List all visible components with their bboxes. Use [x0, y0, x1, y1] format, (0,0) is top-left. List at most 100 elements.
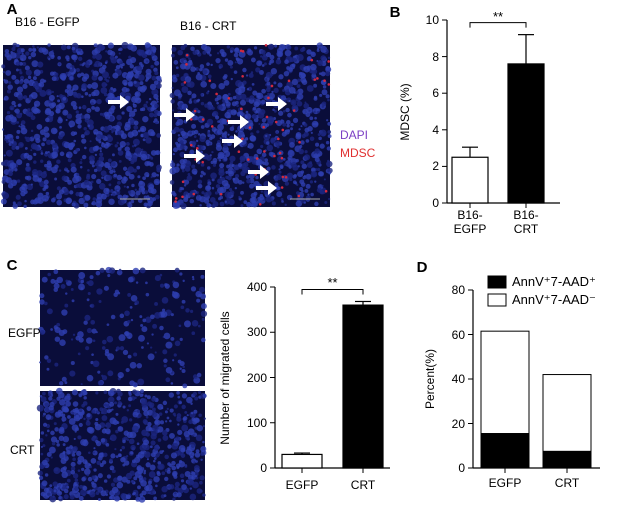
- cell: [137, 175, 141, 179]
- cell: [38, 47, 44, 53]
- cell: [96, 165, 103, 172]
- cell: [28, 47, 33, 52]
- cell: [171, 190, 176, 196]
- cell: [197, 390, 202, 395]
- cell: [171, 291, 179, 298]
- cell: [246, 119, 253, 126]
- cell: [123, 185, 126, 188]
- cell: [23, 204, 27, 209]
- cell: [286, 66, 290, 70]
- cell: [116, 396, 121, 401]
- cell: [18, 103, 22, 107]
- cell: [97, 380, 103, 386]
- cell: [173, 414, 177, 417]
- cell: [139, 81, 144, 86]
- cell: [176, 492, 182, 498]
- cell: [157, 438, 162, 442]
- cell: [56, 193, 63, 200]
- cell: [6, 89, 11, 94]
- cell: [86, 327, 93, 334]
- cell: [276, 131, 279, 134]
- cell: [149, 404, 154, 409]
- cell: [36, 109, 41, 114]
- cell: [171, 442, 179, 450]
- cell: [202, 393, 207, 398]
- cell: [248, 172, 255, 180]
- cell: [70, 131, 76, 137]
- cell: [43, 179, 49, 185]
- cell: [149, 112, 155, 118]
- cell: [70, 67, 73, 70]
- cell: [219, 162, 225, 169]
- cell: [226, 116, 229, 119]
- cell: [84, 146, 87, 150]
- cell: [24, 152, 28, 157]
- cell: [230, 50, 233, 53]
- cell: [128, 418, 133, 422]
- cell: [80, 115, 85, 119]
- cell: [180, 479, 185, 483]
- cell: [177, 423, 180, 426]
- cell: [141, 191, 146, 195]
- cell: [102, 339, 107, 345]
- cell: [77, 435, 82, 440]
- cell: [9, 105, 15, 111]
- cell: [89, 275, 94, 280]
- cell: [153, 109, 159, 115]
- cell: [153, 457, 157, 460]
- cell: [155, 150, 161, 156]
- cell: [246, 87, 250, 91]
- cell: [228, 170, 234, 177]
- cell: [93, 168, 98, 173]
- cell: [146, 342, 150, 345]
- cell: [195, 434, 203, 442]
- cell: [59, 426, 65, 432]
- cell: [199, 196, 206, 203]
- cell: [91, 91, 96, 97]
- cell: [25, 162, 30, 167]
- cell: [173, 353, 177, 357]
- cell: [184, 76, 192, 83]
- cell: [84, 194, 91, 201]
- cell: [117, 150, 124, 156]
- cell: [115, 412, 119, 416]
- cell: [150, 440, 156, 446]
- cell: [45, 414, 52, 421]
- cell: [0, 198, 7, 205]
- cell: [246, 201, 252, 208]
- cell: [97, 370, 101, 374]
- cell: [81, 154, 87, 160]
- cell: [228, 163, 234, 169]
- cell: [153, 459, 156, 463]
- cell: [181, 368, 186, 374]
- cell: [125, 152, 132, 160]
- cell: [173, 147, 178, 153]
- cell: [202, 440, 205, 444]
- cell: [56, 199, 63, 206]
- cell: [85, 420, 91, 426]
- cell: [81, 83, 88, 90]
- cell: [134, 194, 139, 199]
- cell: [116, 141, 119, 145]
- cell: [147, 480, 152, 485]
- y-tick-label: 6: [432, 86, 439, 101]
- cell: [229, 155, 236, 162]
- cell: [317, 60, 324, 67]
- cell: [266, 74, 270, 78]
- panel-letter: A: [6, 1, 18, 18]
- cell: [61, 413, 66, 418]
- cell: [139, 393, 144, 398]
- cell: [95, 418, 99, 422]
- cell: [327, 122, 332, 126]
- cell: [80, 134, 85, 139]
- cell: [285, 120, 291, 125]
- cell: [68, 120, 76, 128]
- cell: [69, 370, 76, 377]
- cell: [87, 476, 93, 482]
- cell: [180, 202, 187, 210]
- cell: [117, 194, 123, 200]
- cell: [218, 197, 222, 201]
- cell: [132, 411, 139, 418]
- cell: [310, 51, 316, 58]
- cell: [262, 161, 266, 166]
